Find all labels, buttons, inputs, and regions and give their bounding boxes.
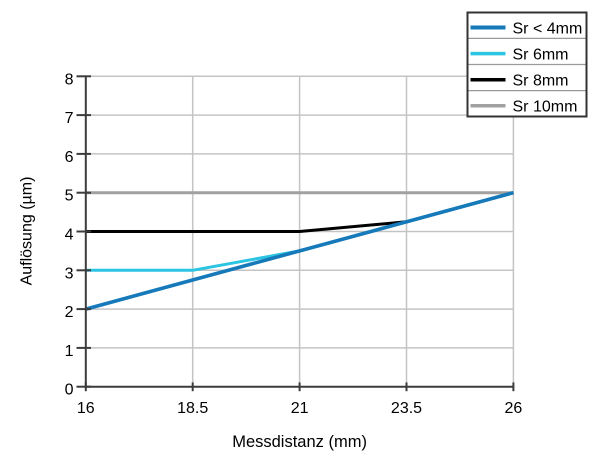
svg-text:3: 3 xyxy=(65,265,74,282)
svg-text:5: 5 xyxy=(65,188,74,205)
svg-text:Sr 6mm: Sr 6mm xyxy=(513,47,569,64)
svg-text:Sr 8mm: Sr 8mm xyxy=(513,73,569,90)
svg-text:26: 26 xyxy=(505,400,523,417)
svg-text:2: 2 xyxy=(65,304,74,321)
svg-text:Sr < 4mm: Sr < 4mm xyxy=(513,21,583,38)
svg-text:Sr 10mm: Sr 10mm xyxy=(513,98,578,115)
svg-text:7: 7 xyxy=(65,110,74,127)
svg-text:Messdistanz (mm): Messdistanz (mm) xyxy=(232,433,367,451)
svg-text:0: 0 xyxy=(65,382,74,399)
svg-text:21: 21 xyxy=(291,400,309,417)
svg-text:Auflösung (µm): Auflösung (µm) xyxy=(18,177,35,286)
svg-text:18.5: 18.5 xyxy=(177,400,208,417)
svg-text:16: 16 xyxy=(77,400,95,417)
svg-text:4: 4 xyxy=(65,227,74,244)
svg-text:6: 6 xyxy=(65,149,74,166)
svg-text:8: 8 xyxy=(65,71,74,88)
svg-text:23.5: 23.5 xyxy=(391,400,422,417)
svg-text:1: 1 xyxy=(65,343,74,360)
